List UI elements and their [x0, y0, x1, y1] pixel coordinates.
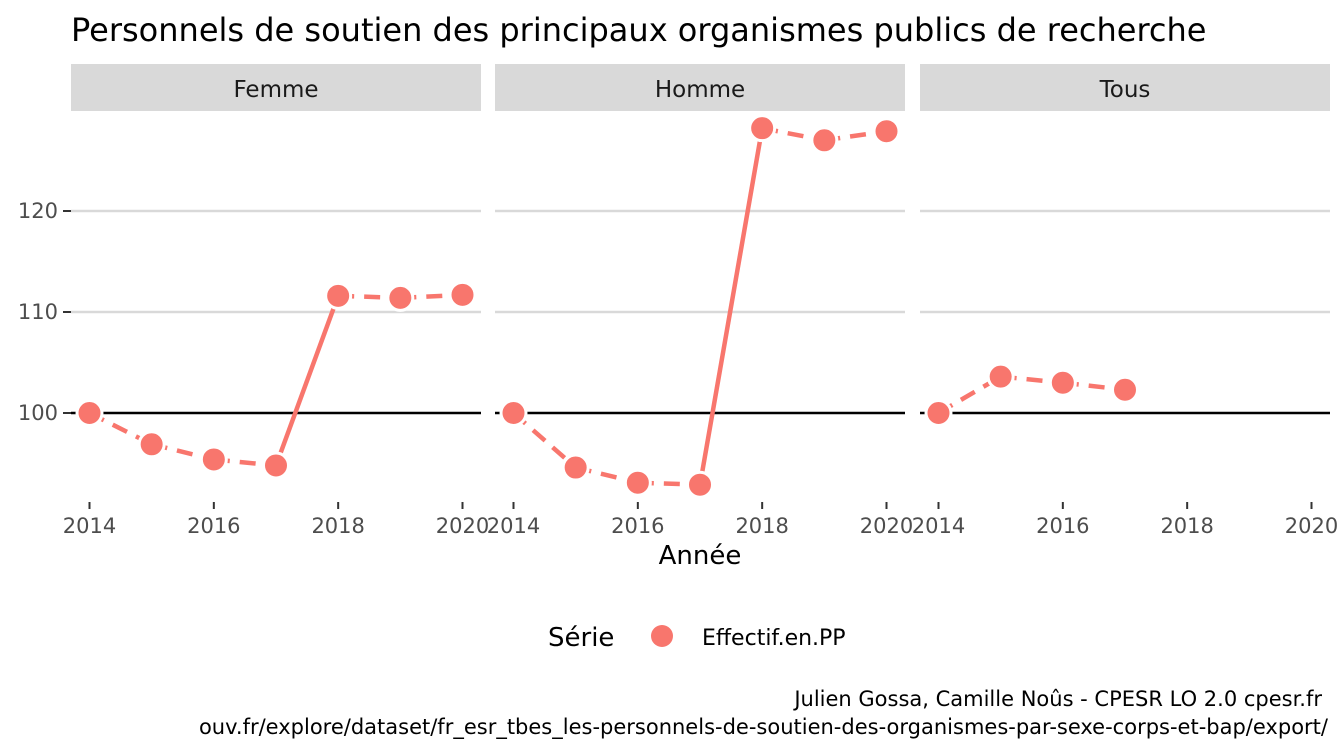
facet-panel-homme: Homme 2014 2016 2018 2020 — [487, 64, 913, 538]
y-tick-label: 120 — [18, 199, 58, 223]
y-tick-label: 110 — [18, 300, 58, 324]
data-point — [499, 399, 528, 427]
y-tick-label: 100 — [18, 401, 58, 425]
series-segment — [697, 127, 765, 486]
data-point — [1111, 375, 1139, 404]
data-point — [386, 283, 415, 312]
x-tick-label: 2018 — [1160, 514, 1213, 538]
data-point — [986, 362, 1015, 391]
series-segment — [273, 295, 341, 467]
data-point — [1048, 368, 1077, 397]
x-tick-label: 2016 — [187, 514, 240, 538]
facet-panels: Femme 2014 2016 2018 2020 Homme 2014 2016 2018 20… — [63, 64, 1338, 538]
data-point — [924, 399, 953, 427]
x-tick-label: 2020 — [436, 514, 489, 538]
facet-strip-label: Homme — [655, 77, 745, 103]
x-axis-title: Année — [659, 541, 742, 571]
facet-strip — [920, 64, 1330, 111]
data-point — [262, 451, 290, 480]
chart-title: Personnels de soutien des principaux org… — [71, 11, 1206, 49]
data-point — [623, 468, 652, 497]
data-point — [561, 453, 590, 482]
x-tick-label: 2014 — [63, 514, 116, 538]
caption-credits: Julien Gossa, Camille Noûs - CPESR LO 2.… — [792, 687, 1322, 711]
legend-title: Série — [548, 623, 614, 653]
data-point — [748, 114, 777, 143]
facet-strip-label: Tous — [1099, 77, 1151, 103]
legend: Série Effectif.en.PP — [548, 623, 846, 653]
x-tick-label: 2018 — [311, 514, 364, 538]
x-tick-label: 2014 — [912, 514, 965, 538]
data-point — [199, 445, 228, 474]
data-point — [448, 280, 477, 309]
legend-key-marker — [651, 625, 673, 647]
facet-strip-label: Femme — [233, 77, 318, 103]
data-point — [686, 470, 714, 499]
caption-source: ouv.fr/explore/dataset/fr_esr_tbes_les-p… — [199, 715, 1329, 740]
data-point — [75, 399, 104, 427]
legend-label: Effectif.en.PP — [702, 626, 846, 651]
data-point — [324, 281, 353, 310]
x-tick-label: 2014 — [487, 514, 540, 538]
facet-strip — [495, 64, 905, 111]
data-point — [872, 117, 901, 146]
x-tick-label: 2016 — [1036, 514, 1089, 538]
facet-panel-femme: Femme 2014 2016 2018 2020 — [63, 64, 489, 538]
data-point — [810, 126, 839, 155]
facet-panel-tous: Tous 2014 2016 2018 2020 — [912, 64, 1338, 538]
x-tick-label: 2020 — [1285, 514, 1338, 538]
x-tick-label: 2018 — [735, 514, 788, 538]
data-point — [137, 430, 166, 459]
y-axis: 100 110 120 — [18, 199, 71, 425]
x-tick-label: 2020 — [860, 514, 913, 538]
x-tick-label: 2016 — [611, 514, 664, 538]
facet-strip — [71, 64, 481, 111]
